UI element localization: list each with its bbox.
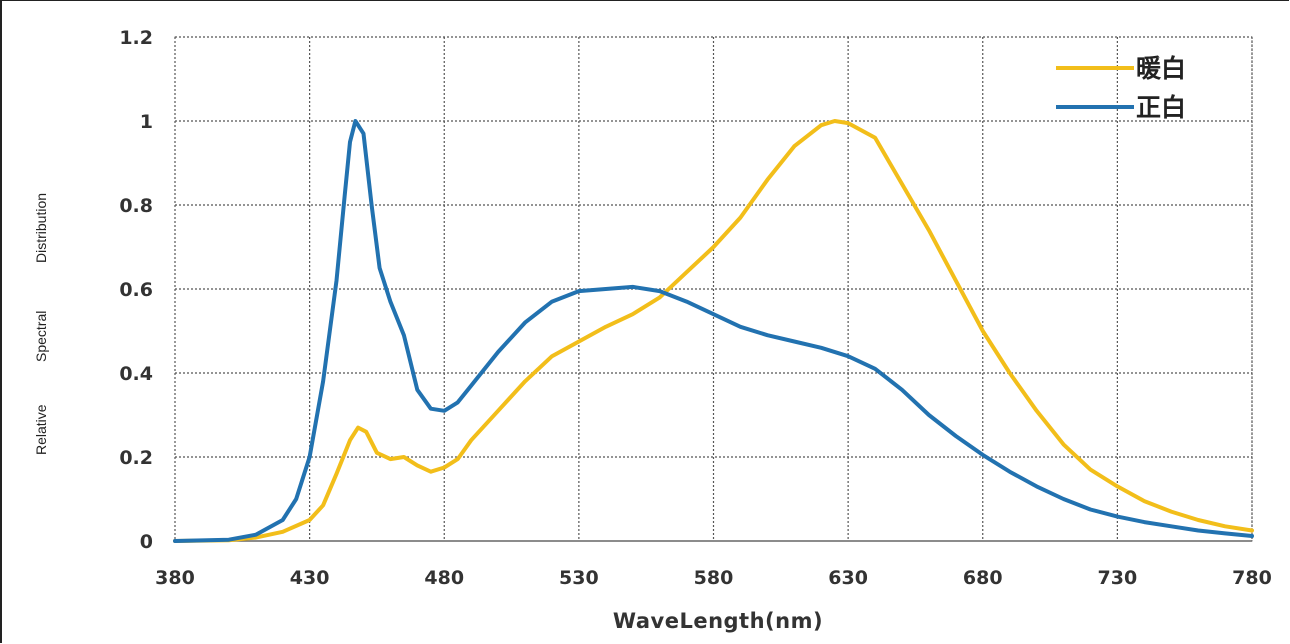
legend: 暖白 正白 (1056, 54, 1186, 122)
y-tick-label-4: 0.8 (119, 195, 153, 217)
y-tick-label-1: 0.2 (119, 447, 153, 469)
x-tick-label-2: 480 (424, 567, 464, 589)
y-axis-label-word-1: Relative (33, 404, 49, 455)
y-axis-label-word-2: Spectral (33, 311, 49, 362)
series-line-1 (173, 119, 1254, 543)
legend-label-warm-white: 暖白 (1136, 54, 1186, 83)
y-tick-label-0: 0 (140, 531, 153, 553)
y-tick-label-3: 0.6 (119, 279, 153, 301)
x-tick-label-5: 630 (828, 567, 868, 589)
y-tick-label-5: 1 (140, 111, 153, 133)
y-axis-label: Relative Spectral Distribution (33, 193, 49, 455)
x-tick-label-1: 430 (290, 567, 330, 589)
x-tick-label-3: 530 (559, 567, 599, 589)
x-tick-label-4: 580 (694, 567, 734, 589)
x-tick-label-0: 380 (155, 567, 195, 589)
series-lines (173, 119, 1254, 543)
y-tick-label-2: 0.4 (119, 363, 153, 385)
x-tick-label-8: 780 (1232, 567, 1272, 589)
x-tick-label-7: 730 (1098, 567, 1138, 589)
grid (174, 36, 1253, 542)
axis-ticks: 380 430 480 530 580 630 680 730 780 0 0.2 0.4 0.6 0.8… (119, 27, 1272, 589)
x-tick-label-6: 680 (963, 567, 1003, 589)
legend-label-pure-white: 正白 (1136, 93, 1186, 122)
series-line-0 (173, 119, 1254, 543)
y-tick-label-6: 1.2 (119, 27, 153, 49)
y-axis-label-word-3: Distribution (33, 193, 49, 263)
x-axis-label: WaveLength(nm) (613, 609, 823, 633)
